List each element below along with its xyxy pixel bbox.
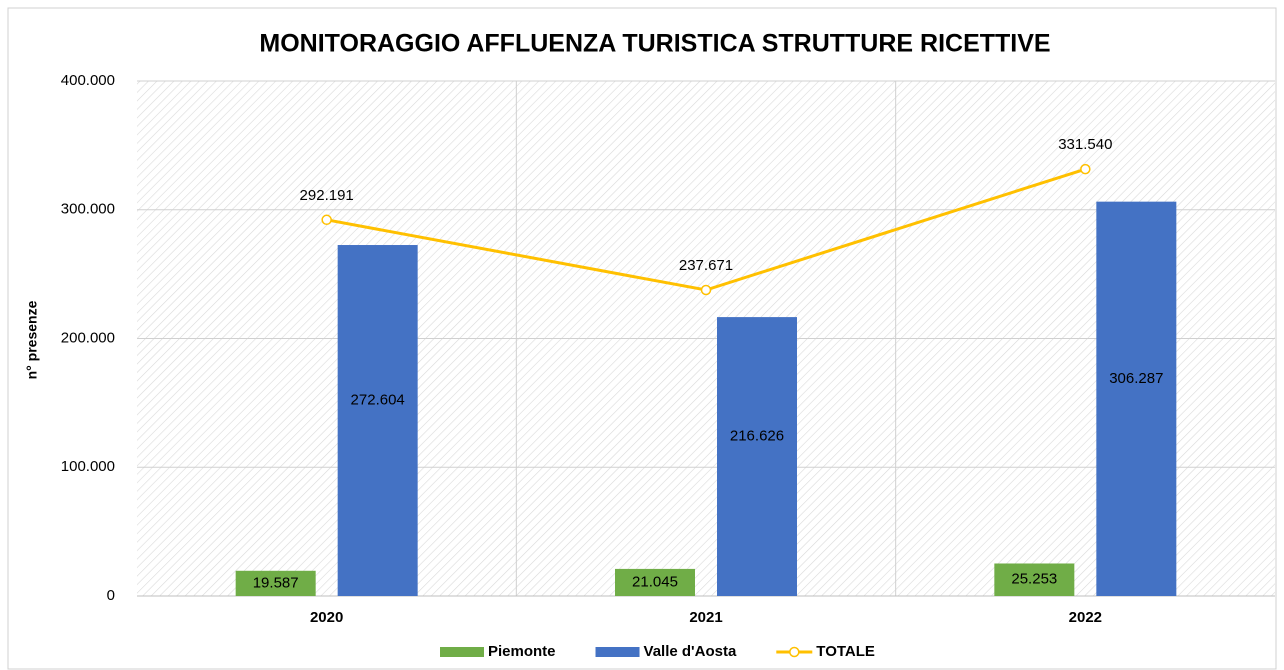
bar bbox=[994, 563, 1075, 596]
x-tick-label: 2021 bbox=[689, 609, 722, 626]
y-tick-label: 100.000 bbox=[61, 458, 115, 475]
chart-title: MONITORAGGIO AFFLUENZA TURISTICA STRUTTU… bbox=[259, 30, 1050, 58]
data-label: 331.540 bbox=[1058, 136, 1112, 153]
data-label: 21.045 bbox=[632, 573, 678, 590]
bar bbox=[337, 245, 418, 597]
y-tick-label: 200.000 bbox=[61, 329, 115, 346]
line-point bbox=[321, 214, 332, 226]
legend-swatch bbox=[595, 647, 640, 657]
line-point bbox=[700, 284, 712, 296]
bar bbox=[615, 568, 695, 596]
y-tick-label: 0 bbox=[107, 587, 115, 604]
data-label: 306.287 bbox=[1109, 370, 1163, 387]
data-label: 272.604 bbox=[351, 391, 405, 408]
bar bbox=[717, 317, 797, 596]
legend-label: Valle d'Aosta bbox=[644, 643, 737, 660]
legend-swatch-marker bbox=[789, 646, 800, 658]
data-label: 25.253 bbox=[1011, 571, 1057, 588]
data-label: 216.626 bbox=[730, 428, 784, 445]
bar bbox=[235, 570, 316, 596]
data-label: 237.671 bbox=[679, 257, 733, 274]
legend-swatch bbox=[440, 647, 484, 657]
y-tick-label: 300.000 bbox=[61, 201, 115, 218]
legend-label: TOTALE bbox=[816, 643, 875, 660]
y-axis-label: n° presenze bbox=[24, 300, 40, 379]
data-label: 292.191 bbox=[300, 187, 354, 204]
x-tick-label: 2022 bbox=[1069, 609, 1102, 626]
legend-label: Piemonte bbox=[488, 643, 556, 660]
bar bbox=[1096, 201, 1177, 596]
data-label: 19.587 bbox=[253, 574, 299, 591]
x-tick-label: 2020 bbox=[310, 609, 343, 626]
line-point bbox=[1080, 163, 1091, 175]
y-tick-label: 400.000 bbox=[61, 72, 115, 89]
